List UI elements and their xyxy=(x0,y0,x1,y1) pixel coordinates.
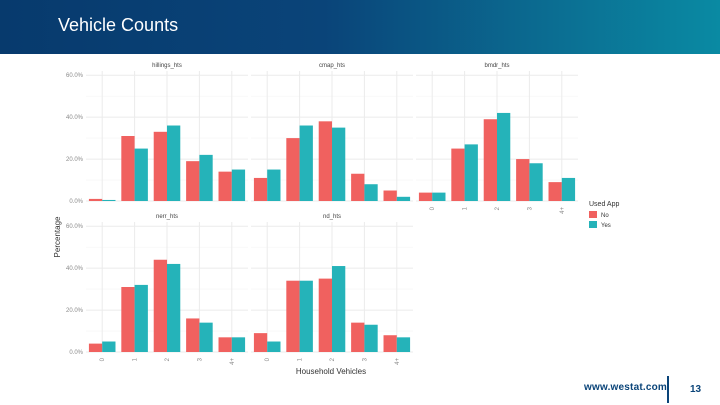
bar-no xyxy=(218,171,232,201)
bar-yes xyxy=(396,337,411,352)
panel-title: nerr_hts xyxy=(156,214,178,220)
bar-no xyxy=(383,190,397,201)
y-tick-label: 0.0% xyxy=(69,199,83,205)
bar-yes xyxy=(199,154,213,201)
bar-no xyxy=(351,173,365,201)
bar-yes xyxy=(134,148,148,201)
x-tick-label: 4+ xyxy=(560,207,566,214)
y-axis-label: Percentage xyxy=(53,216,62,257)
y-tick-label: 40.0% xyxy=(66,266,84,272)
bar-yes xyxy=(464,144,478,201)
bar-no xyxy=(318,278,332,352)
bar-yes xyxy=(231,337,246,352)
bar-no xyxy=(88,343,103,352)
bar-no xyxy=(418,192,433,201)
bar-yes xyxy=(332,127,346,201)
x-tick-label: 0 xyxy=(265,357,271,361)
bar-yes xyxy=(529,163,543,201)
bar-no xyxy=(253,177,268,201)
x-tick-label: 4+ xyxy=(230,358,236,365)
bar-no xyxy=(286,280,300,352)
panel-title: cmap_hts xyxy=(319,63,345,69)
panel-title: hillings_hts xyxy=(152,63,182,69)
x-tick-label: 1 xyxy=(298,357,304,361)
bar-no xyxy=(153,259,167,352)
bar-no xyxy=(451,148,465,201)
bar-no xyxy=(218,337,232,352)
y-tick-label: 0.0% xyxy=(69,350,83,356)
bar-no xyxy=(483,119,497,201)
y-tick-label: 20.0% xyxy=(66,308,84,314)
bar-yes xyxy=(167,125,181,201)
legend-swatch-no xyxy=(589,211,597,218)
bar-no xyxy=(153,131,167,201)
x-tick-label: 0 xyxy=(100,357,106,361)
x-tick-label: 1 xyxy=(133,357,139,361)
bar-yes xyxy=(231,169,246,201)
bar-no xyxy=(383,335,397,352)
panel-title: bmdr_hts xyxy=(484,63,509,69)
x-tick-label: 3 xyxy=(197,357,203,361)
footer-divider xyxy=(667,376,669,403)
page-number: 13 xyxy=(690,384,702,395)
x-tick-label: 1 xyxy=(463,206,469,210)
bar-yes xyxy=(102,199,116,201)
bar-yes xyxy=(134,284,148,352)
panel-hillings-hts: 0.0% 20.0% 40.0% 60.0% hillings_hts xyxy=(66,63,248,205)
x-tick-label: 3 xyxy=(362,357,368,361)
bar-no xyxy=(88,198,103,201)
slide-title: Vehicle Counts xyxy=(58,15,179,35)
x-tick-label: 0 xyxy=(430,206,436,210)
bar-yes xyxy=(167,263,181,352)
bar-yes xyxy=(364,184,378,201)
x-tick-label: 2 xyxy=(165,357,171,361)
panel-title: nd_hts xyxy=(323,214,341,220)
bar-yes xyxy=(267,341,281,352)
bar-no xyxy=(516,159,530,201)
y-tick-label: 40.0% xyxy=(66,115,84,121)
panel-bmdr-hts: 0 1 2 3 4+ bmdr_hts xyxy=(416,63,578,214)
bar-yes xyxy=(561,177,576,201)
legend-label-no: No xyxy=(601,213,609,219)
bar-yes xyxy=(267,169,281,201)
bar-no xyxy=(548,182,562,201)
bar-yes xyxy=(364,324,378,352)
x-tick-label: 2 xyxy=(330,357,336,361)
legend-title: Used App xyxy=(589,201,619,208)
x-tick-label: 2 xyxy=(495,206,501,210)
panels-layer: 0.0%20.0%40.0%60.0%hillings_hts cmap_hts0… xyxy=(66,63,578,365)
panel-nd-hts: 0 1 2 3 4+ nd_hts xyxy=(251,214,413,365)
footer-url[interactable]: www.westat.com xyxy=(584,382,668,393)
legend-swatch-yes xyxy=(589,221,597,228)
y-tick-label: 60.0% xyxy=(66,73,84,79)
bar-yes xyxy=(299,280,313,352)
x-tick-label: 4+ xyxy=(395,358,401,365)
bar-no xyxy=(253,333,268,352)
bar-no xyxy=(121,287,135,352)
bar-yes xyxy=(497,112,511,201)
bar-yes xyxy=(432,192,446,201)
x-axis-label: Household Vehicles xyxy=(296,367,366,376)
panel-cmap-hts: cmap_hts xyxy=(251,63,413,202)
y-tick-label: 60.0% xyxy=(66,224,84,230)
bar-yes xyxy=(332,266,346,352)
bar-yes xyxy=(102,341,116,352)
header-bar: Vehicle Counts xyxy=(0,0,720,54)
bar-no xyxy=(351,322,365,352)
bar-yes xyxy=(299,125,313,201)
bar-no xyxy=(186,161,200,201)
bar-no xyxy=(121,136,135,201)
bar-yes xyxy=(396,196,411,201)
bar-no xyxy=(318,121,332,201)
panel-nerr-hts: 0.0% 20.0% 40.0% 60.0% 0 1 2 3 4+ nerr_hts xyxy=(66,214,248,365)
bar-yes xyxy=(199,322,213,352)
legend: Used App No Yes xyxy=(589,201,619,229)
y-tick-label: 20.0% xyxy=(66,157,84,163)
bar-no xyxy=(286,138,300,201)
legend-label-yes: Yes xyxy=(601,223,611,229)
x-tick-label: 3 xyxy=(527,206,533,210)
bar-no xyxy=(186,318,200,352)
faceted-bar-chart: 0.0%20.0%40.0%60.0%hillings_hts cmap_hts0… xyxy=(53,63,619,376)
